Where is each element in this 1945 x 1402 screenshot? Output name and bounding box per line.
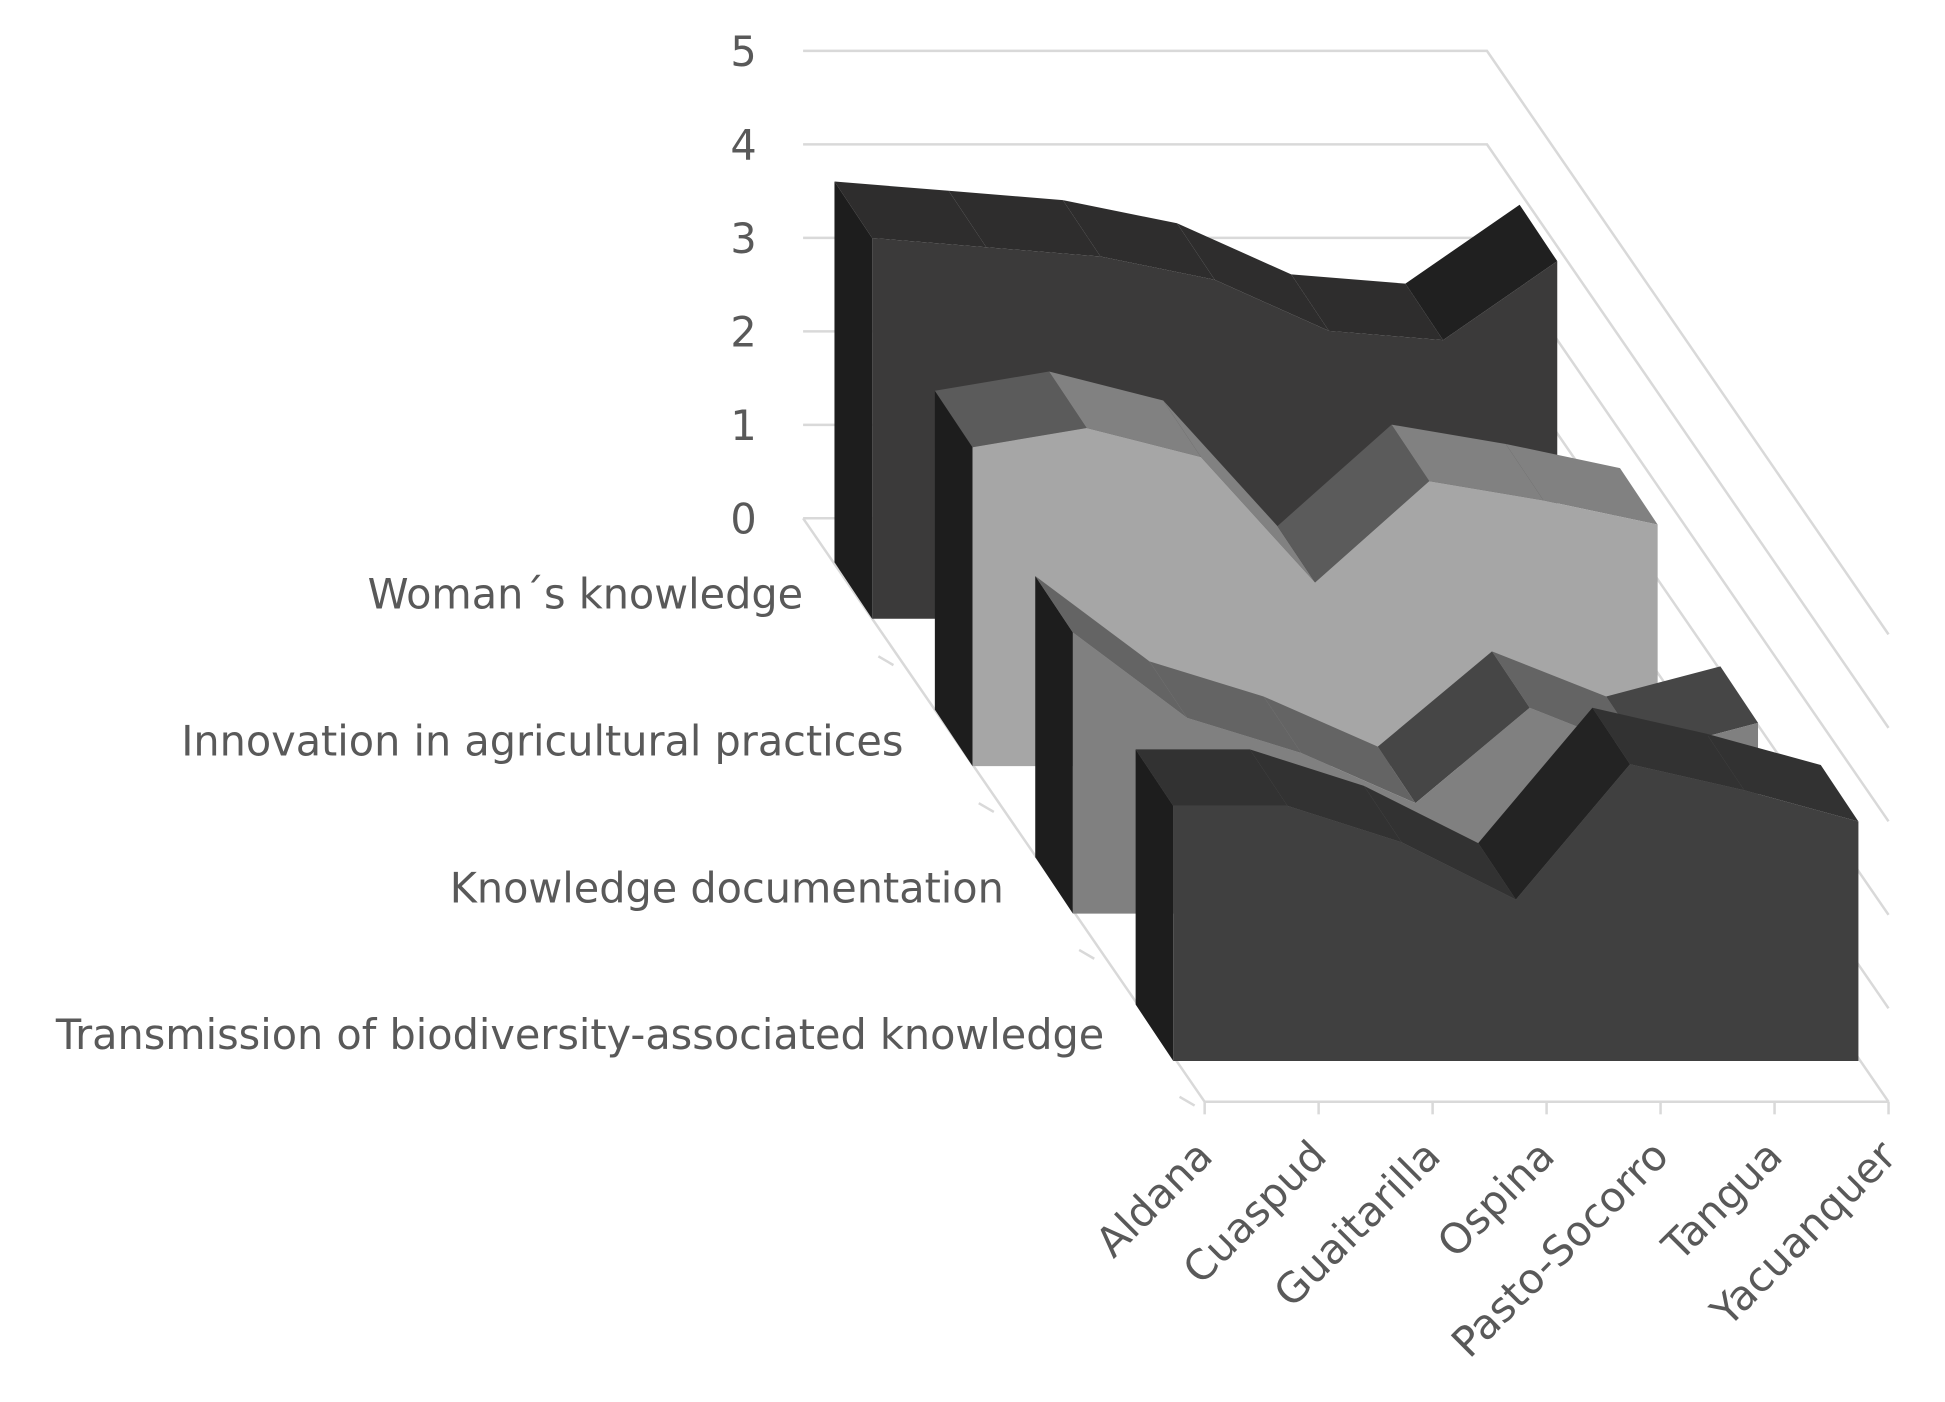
grid-line — [803, 49, 1890, 636]
slab-top — [1377, 651, 1530, 804]
y-tick-label: 2 — [730, 308, 756, 356]
y-tick-label: 5 — [730, 28, 756, 76]
depth-tick — [877, 655, 895, 667]
slab-top — [1035, 576, 1188, 718]
slab-top — [1135, 749, 1288, 806]
slab-top — [1163, 400, 1316, 583]
depth-tick — [978, 802, 995, 814]
slab-top — [1177, 223, 1329, 331]
depth-tick — [1078, 948, 1095, 960]
slab-top — [1249, 749, 1402, 843]
slab-side — [934, 390, 973, 767]
y-tick-label: 3 — [730, 215, 756, 263]
y-tick-label: 1 — [730, 402, 756, 450]
slab-top — [1049, 371, 1201, 457]
area-front — [1173, 764, 1859, 1062]
slab-top — [1706, 733, 1859, 822]
slab-top — [1277, 424, 1430, 583]
series-label: Knowledge documentation — [450, 864, 1004, 912]
slab-top — [934, 371, 1087, 448]
depth-tick — [1178, 1095, 1196, 1107]
slab-top — [1263, 696, 1416, 804]
slab-top — [834, 181, 987, 248]
slab-top — [1291, 274, 1444, 341]
slab-top — [1062, 200, 1215, 280]
series-label: Woman´s knowledge — [368, 571, 804, 619]
slab-top — [1405, 204, 1558, 341]
slab-top — [1149, 661, 1302, 753]
slab-top — [1391, 424, 1544, 501]
slab-side — [1135, 749, 1174, 1062]
slab-top — [1592, 707, 1745, 791]
series-label: Transmission of biodiversity-associated … — [55, 1011, 1104, 1059]
slab-top — [1478, 707, 1631, 900]
slab-top — [948, 190, 1101, 257]
slab-top — [1505, 443, 1658, 525]
series-label: Innovation in agricultural practices — [181, 717, 903, 765]
slab-side — [1035, 576, 1073, 914]
slab-top — [1364, 785, 1516, 900]
y-tick-label: 4 — [730, 121, 756, 169]
y-tick-label: 0 — [730, 495, 756, 543]
slab-side — [834, 181, 873, 619]
grid-line — [803, 143, 1890, 729]
